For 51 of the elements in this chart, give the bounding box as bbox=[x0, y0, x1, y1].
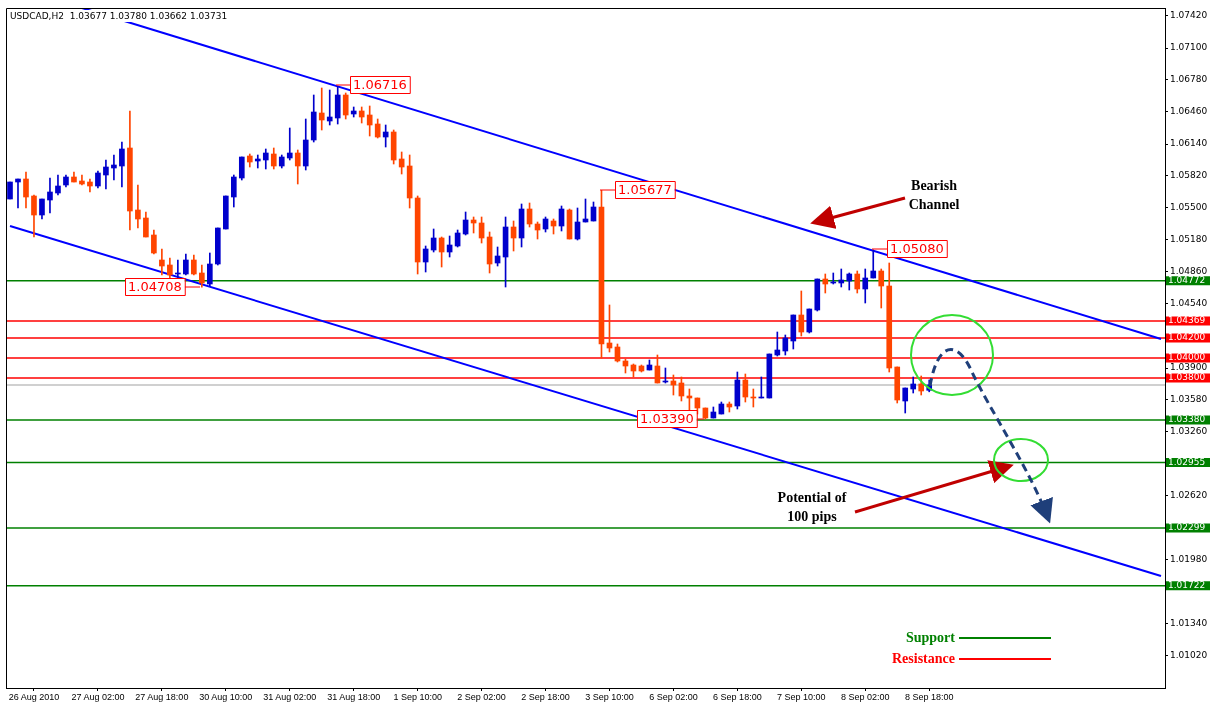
x-tick-label: 8 Sep 02:00 bbox=[840, 691, 890, 702]
x-tick-label: 27 Aug 18:00 bbox=[135, 691, 189, 702]
x-tick-label: 31 Aug 18:00 bbox=[327, 691, 381, 702]
annotation: 1.03390 bbox=[640, 411, 694, 427]
y-tick-label: 1.03900 bbox=[1170, 362, 1208, 373]
x-tick-label: 27 Aug 02:00 bbox=[71, 691, 125, 702]
y-tick-label: 1.04860 bbox=[1170, 266, 1208, 277]
y-tick-label: 1.03260 bbox=[1170, 426, 1208, 437]
annotation: 1.05677 bbox=[618, 182, 672, 198]
x-tick-label: 6 Sep 02:00 bbox=[649, 691, 698, 702]
y-tick-label: 1.06460 bbox=[1170, 106, 1208, 117]
y-tick-label: 1.01722 bbox=[1168, 580, 1206, 591]
y-tick-label: 1.05500 bbox=[1170, 202, 1208, 213]
y-tick-label: 1.03580 bbox=[1170, 394, 1208, 405]
x-tick-label: 30 Aug 10:00 bbox=[199, 691, 253, 702]
chart-title: USDCAD,H2 1.03677 1.03780 1.03662 1.03731 bbox=[10, 10, 228, 21]
annotation: Potential of 100 pips bbox=[777, 489, 847, 524]
y-tick-label: 1.07420 bbox=[1170, 10, 1208, 21]
y-tick-label: 1.03800 bbox=[1168, 372, 1206, 383]
y-tick-label: 1.06780 bbox=[1170, 74, 1208, 85]
y-tick-label: 1.04540 bbox=[1170, 298, 1208, 309]
annotation: 1.06716 bbox=[353, 77, 407, 93]
annotation: Bearish Channel bbox=[908, 177, 960, 212]
y-tick-label: 1.02620 bbox=[1170, 490, 1208, 501]
y-tick-label: 1.04200 bbox=[1168, 332, 1206, 343]
ref-line-label: Resistance bbox=[892, 650, 955, 666]
y-tick-label: 1.05180 bbox=[1170, 234, 1208, 245]
y-tick-label: 1.04772 bbox=[1168, 275, 1206, 286]
x-tick-label: 2 Sep 02:00 bbox=[457, 691, 506, 702]
y-tick-label: 1.04369 bbox=[1168, 315, 1206, 326]
y-tick-label: 1.01340 bbox=[1170, 618, 1208, 629]
x-tick-label: 7 Sep 10:00 bbox=[777, 691, 826, 702]
x-tick-label: 26 Aug 2010 bbox=[8, 691, 60, 702]
y-tick-label: 1.05820 bbox=[1170, 170, 1208, 181]
x-tick-label: 3 Sep 10:00 bbox=[585, 691, 634, 702]
annotation: 1.04708 bbox=[128, 279, 182, 295]
x-tick-label: 1 Sep 10:00 bbox=[393, 691, 442, 702]
x-tick-label: 31 Aug 02:00 bbox=[263, 691, 317, 702]
x-tick-label: 8 Sep 18:00 bbox=[904, 691, 954, 702]
ref-line-label: Support bbox=[905, 629, 956, 645]
y-tick-label: 1.06140 bbox=[1170, 138, 1208, 149]
y-tick-label: 1.01980 bbox=[1170, 554, 1208, 565]
y-tick-label: 1.02955 bbox=[1168, 456, 1206, 467]
y-tick-label: 1.03380 bbox=[1168, 414, 1206, 425]
y-tick-label: 1.01020 bbox=[1170, 650, 1208, 661]
y-tick-label: 1.02299 bbox=[1168, 522, 1206, 533]
y-tick-label: 1.07100 bbox=[1170, 42, 1208, 53]
x-tick-label: 6 Sep 18:00 bbox=[713, 691, 762, 702]
annotation: 1.05080 bbox=[890, 241, 944, 257]
x-tick-label: 2 Sep 18:00 bbox=[521, 691, 570, 702]
y-tick-label: 1.04000 bbox=[1168, 352, 1206, 363]
